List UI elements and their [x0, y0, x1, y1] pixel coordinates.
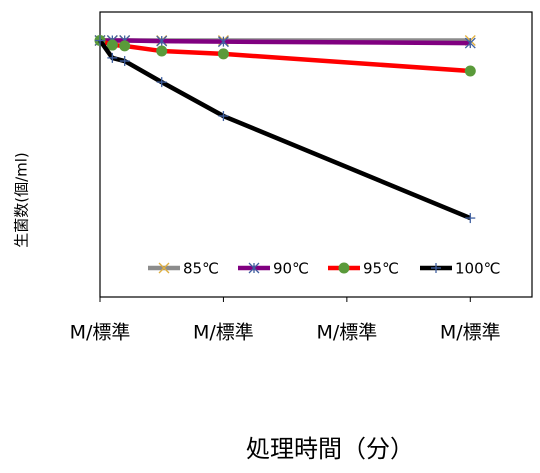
legend-label: 95℃ — [363, 260, 399, 278]
x-tick-label: M/標準 — [316, 322, 377, 344]
marker-dot — [156, 45, 168, 57]
marker-dot — [106, 39, 118, 51]
series-line — [100, 38, 471, 46]
x-axis-label: 処理時間（分） — [246, 435, 414, 463]
marker — [158, 262, 170, 274]
marker — [217, 36, 229, 48]
marker — [465, 213, 476, 224]
marker — [106, 39, 118, 51]
marker — [119, 40, 131, 52]
marker-dot — [464, 65, 476, 77]
marker — [431, 263, 441, 273]
marker — [464, 37, 476, 49]
marker-dot — [119, 40, 131, 52]
marker — [464, 65, 476, 77]
legend-label: 90℃ — [273, 260, 309, 278]
legend-label: 85℃ — [183, 260, 219, 278]
marker — [156, 77, 167, 88]
marker — [217, 48, 229, 60]
marker — [218, 111, 229, 122]
marker — [107, 52, 118, 63]
marker — [156, 45, 168, 57]
x-tick-label: M/標準 — [70, 322, 131, 344]
marker — [95, 35, 105, 46]
x-tick-label: M/標準 — [193, 322, 254, 344]
y-axis-label: 生菌数(個/ml) — [13, 152, 31, 248]
legend-label: 100℃ — [455, 260, 500, 278]
series-line — [99, 38, 471, 74]
series-line — [98, 39, 472, 221]
marker-stroke — [158, 262, 170, 274]
marker — [248, 262, 260, 274]
marker — [338, 262, 350, 274]
marker-dot — [338, 262, 350, 274]
marker — [119, 56, 130, 67]
marker — [156, 35, 168, 47]
marker-dot — [217, 48, 229, 60]
plot-frame — [99, 11, 533, 298]
x-tick-label: M/標準 — [440, 322, 501, 344]
